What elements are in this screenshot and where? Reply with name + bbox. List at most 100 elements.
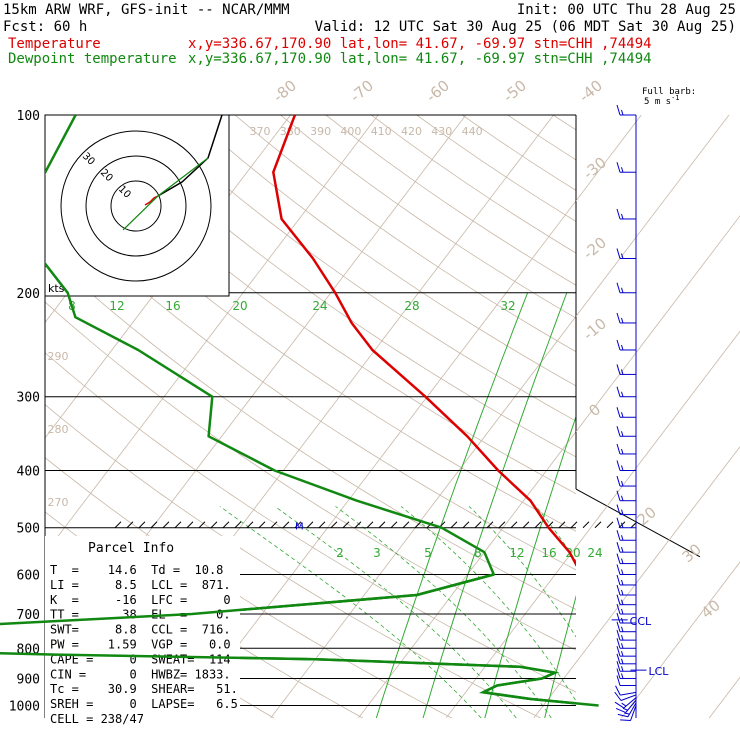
wind-barb-half (622, 707, 628, 711)
wind-barb-flag (616, 248, 621, 259)
wind-barb-half (621, 547, 624, 553)
parcel-info-row: SREH = 0 LAPSE= 6.5 (50, 697, 238, 711)
wind-barb-flag (615, 685, 621, 696)
parcel-info-title: Parcel Info (88, 541, 174, 556)
wind-barb (616, 661, 636, 672)
freezing-level-hatch (402, 521, 410, 529)
freezing-level-hatch (282, 521, 290, 529)
wind-barb (616, 208, 636, 220)
pressure-label: 500 (17, 522, 40, 537)
moist-adiabat-line (468, 506, 576, 638)
dry-adiabat-line (53, 115, 576, 495)
wind-barb (616, 603, 636, 615)
freezing-level-hatch (486, 521, 494, 529)
wind-barb (616, 653, 636, 665)
wind-barb (616, 629, 636, 641)
wind-barb-flag (616, 104, 621, 116)
wind-barb-half (621, 569, 624, 575)
valid-time: Valid: 12 UTC Sat 30 Aug 25 (06 MDT Sat … (315, 19, 736, 35)
freezing-level-hatch (582, 521, 590, 529)
wind-barb (616, 504, 636, 516)
wind-barb-half (621, 634, 624, 641)
mixing-ratio-line (719, 293, 740, 718)
pressure-label: 600 (17, 568, 40, 583)
isotherm-label: -80 (270, 76, 300, 106)
hodograph-ring (85, 155, 187, 257)
wind-barb-half (621, 465, 624, 471)
wind-barb (616, 594, 636, 606)
wind-barb-half (621, 287, 624, 293)
wind-barb-half (621, 651, 624, 657)
dry-adiabat-line (45, 404, 541, 718)
dry-adiabat-label: 430 (431, 125, 452, 138)
isotherm-line (708, 676, 740, 719)
wind-barb-flag (616, 426, 621, 437)
wind-barb-half (621, 658, 624, 664)
freezing-level-hatch (198, 521, 206, 529)
dry-adiabat-line (45, 153, 576, 532)
mixing-ratio-label: 28 (404, 299, 419, 313)
dry-adiabat-label: 390 (310, 125, 331, 138)
dry-adiabat-line (644, 115, 740, 718)
hodograph-box (44, 114, 230, 297)
dewpoint-profile-overlay (0, 573, 599, 707)
freezing-level-hatch (234, 521, 242, 529)
parcel-info-row: PW = 1.59 VGP = 0.0 (50, 638, 231, 652)
mixing-ratio-label: 2 (336, 546, 344, 560)
dry-adiabat-line (143, 115, 576, 422)
wind-barb-flag (616, 629, 621, 641)
dry-adiabat-label: 290 (48, 350, 69, 363)
wind-barb-flag (620, 719, 631, 722)
mixing-ratio-label: 20 (232, 299, 247, 313)
freezing-level-hatch (498, 521, 506, 529)
wind-barb-flag (614, 701, 625, 709)
pressure-label: 900 (17, 672, 40, 687)
mixing-ratio-line (375, 292, 529, 718)
wind-barb-half (621, 480, 624, 487)
wind-barb-half (621, 431, 624, 437)
wind-barb (616, 517, 636, 529)
freezing-level-hatch (174, 521, 182, 529)
wind-barb-flag (616, 339, 621, 351)
freezing-level-hatch (462, 521, 470, 529)
wind-barb-half (621, 643, 624, 649)
isotherm-line (0, 115, 27, 718)
wind-barb-flag (617, 713, 629, 718)
wind-barb (616, 584, 636, 596)
dry-adiabat-line (189, 115, 576, 387)
mixing-ratio-line (544, 594, 576, 718)
wind-barb-flag (616, 661, 621, 672)
wind-barb-flag (616, 443, 621, 455)
freezing-level-hatch (594, 521, 602, 529)
freezing-level-hatch (246, 521, 254, 529)
hodograph-trace-low (144, 195, 159, 206)
dry-adiabat-line (45, 202, 576, 571)
wind-barb-half (621, 579, 624, 586)
wind-barb (620, 705, 637, 722)
dry-adiabat-line (45, 301, 576, 651)
dry-adiabat-line (45, 352, 576, 693)
pressure-label: 400 (17, 465, 40, 480)
wind-barb-half (621, 522, 624, 528)
dry-adiabat-line (234, 115, 576, 353)
wind-barb-half (621, 109, 624, 116)
wind-barb-flag (616, 460, 621, 471)
temperature-profile-line (272, 115, 576, 567)
parcel-info-row: K = -16 LFC = 0 (50, 593, 231, 607)
freezing-level-hatch (114, 521, 122, 529)
wind-barb (616, 104, 636, 116)
wind-barb-flag (616, 490, 621, 501)
dry-adiabat-label: 400 (340, 125, 361, 138)
freezing-level-hatch (186, 521, 194, 529)
wind-barb-flag (616, 612, 621, 624)
isotherm-line (576, 446, 740, 664)
hodograph-trace-mid (122, 157, 209, 231)
isotherm-line (445, 546, 576, 718)
hodograph-ring (60, 130, 212, 282)
wind-barb (616, 638, 636, 649)
mixing-ratio-label: 12 (109, 299, 124, 313)
wind-barb (616, 490, 636, 502)
wind-barb-staff (620, 694, 637, 701)
dewpoint-location-info: x,y=336.67,170.90 lat,lon= 41.67, -69.97… (188, 51, 652, 67)
